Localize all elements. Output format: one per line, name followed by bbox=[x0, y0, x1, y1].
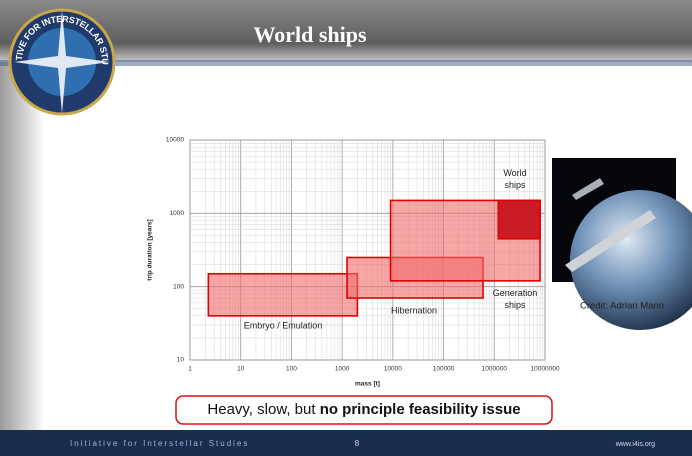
x-tick-label: 100000 bbox=[433, 366, 455, 373]
callout-normal: Heavy, slow, but bbox=[207, 401, 319, 418]
y-tick-label: 1000 bbox=[170, 210, 185, 217]
logo-star bbox=[14, 10, 110, 114]
footer-band bbox=[0, 430, 692, 456]
photo bbox=[552, 158, 692, 330]
photo-ship bbox=[565, 210, 656, 272]
box-label: Embryo / Emulation bbox=[244, 320, 323, 330]
x-tick-label: 1000 bbox=[335, 366, 350, 373]
footer-url: www.i4is.org bbox=[615, 441, 655, 448]
range-box bbox=[497, 199, 541, 240]
box-label: Hibernation bbox=[391, 305, 437, 315]
x-tick-label: 100 bbox=[286, 366, 297, 373]
slide-title: World ships bbox=[253, 22, 367, 47]
y-tick-label: 10000 bbox=[166, 137, 184, 144]
photo-ship-part bbox=[572, 178, 604, 200]
callout-bold: no principle feasibility issue bbox=[320, 401, 521, 418]
x-tick-label: 10000000 bbox=[531, 366, 560, 373]
footer-left: Initiative for Interstellar Studies bbox=[70, 439, 249, 448]
footer-page: 8 bbox=[355, 439, 360, 448]
x-tick-label: 10000 bbox=[384, 366, 402, 373]
chart: 1 10 100 1000 10000 100000 1000000 100000001010… bbox=[147, 137, 560, 388]
box-label: World ships bbox=[503, 168, 526, 190]
y-tick-label: 100 bbox=[173, 283, 184, 290]
x-tick-label: 1 bbox=[188, 366, 192, 373]
box-label-line: World bbox=[503, 168, 526, 178]
box-label: Generation ships bbox=[493, 288, 538, 310]
photo-planet bbox=[570, 190, 692, 330]
box-label-line: Generation bbox=[493, 288, 538, 298]
box-label-line: ships bbox=[504, 180, 526, 190]
x-tick-label: 10 bbox=[237, 366, 245, 373]
callout: Heavy, slow, but no principle feasibilit… bbox=[207, 401, 520, 418]
photo-caption: Credit: Adrian Mann bbox=[580, 301, 664, 312]
box-label-line: ships bbox=[504, 300, 526, 310]
header-band bbox=[0, 0, 692, 62]
x-axis-label: mass [t] bbox=[355, 381, 380, 388]
side-shade bbox=[0, 60, 45, 430]
y-axis-label: trip duration [years] bbox=[147, 219, 154, 280]
x-tick-label: 1000000 bbox=[482, 366, 508, 373]
range-box bbox=[207, 272, 359, 317]
header-rule bbox=[0, 60, 692, 66]
callout-box bbox=[175, 395, 553, 425]
y-tick-label: 10 bbox=[177, 357, 185, 364]
